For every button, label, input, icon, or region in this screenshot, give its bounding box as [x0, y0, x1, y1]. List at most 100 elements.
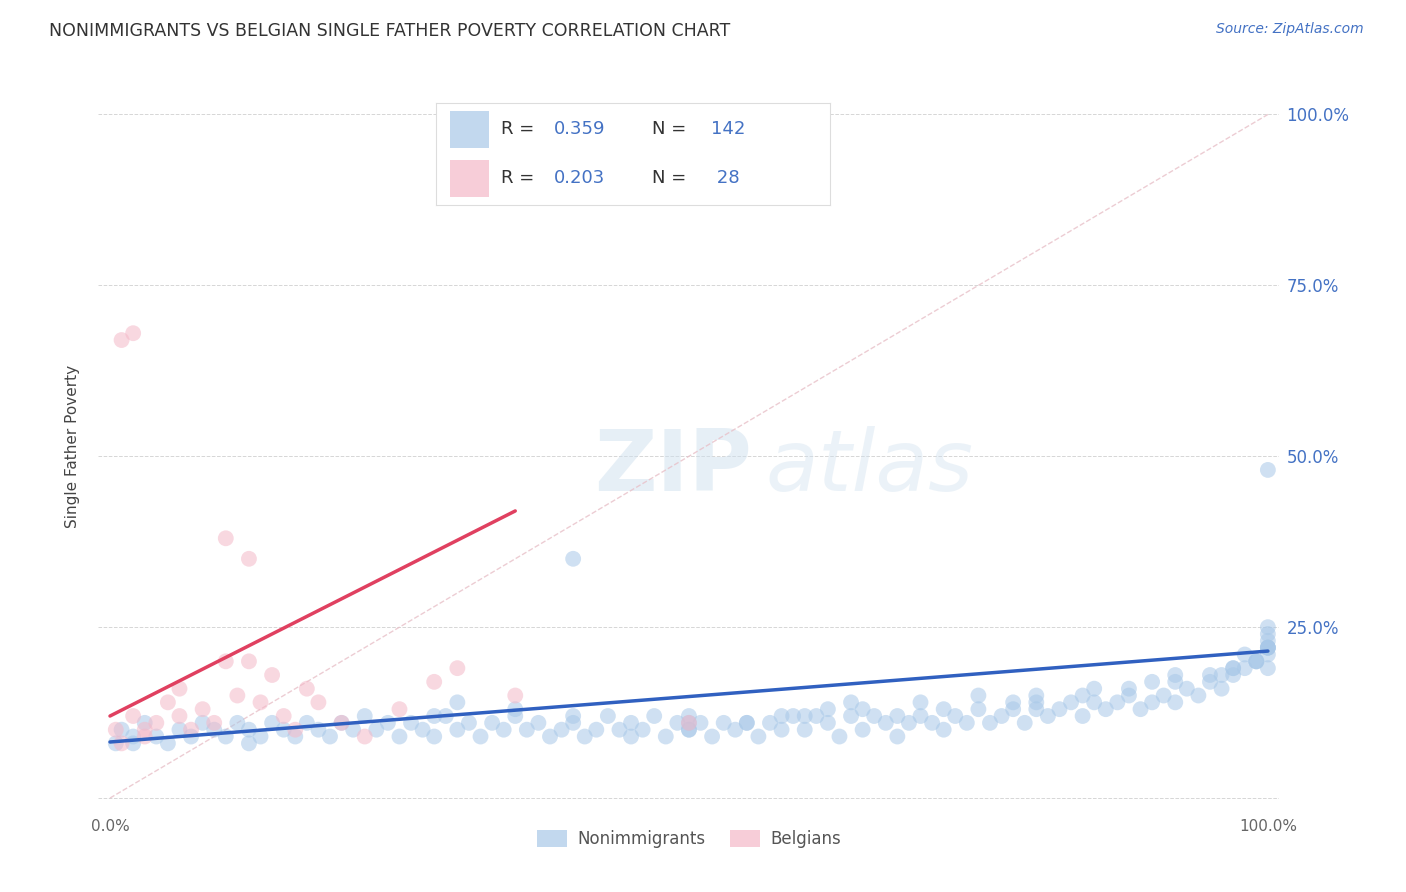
Point: [1257, 633, 1279, 648]
Point: [104, 723, 127, 737]
Text: N =: N =: [652, 169, 692, 187]
Point: [1257, 661, 1279, 675]
Point: [1257, 640, 1279, 655]
Point: [886, 709, 908, 723]
Point: [943, 709, 966, 723]
Point: [284, 723, 307, 737]
Point: [1257, 640, 1279, 655]
Point: [910, 709, 932, 723]
Point: [156, 736, 179, 750]
Point: [470, 730, 492, 744]
FancyBboxPatch shape: [450, 111, 489, 148]
Point: [620, 730, 643, 744]
Point: [284, 730, 307, 744]
Point: [423, 674, 446, 689]
Point: [956, 715, 979, 730]
Point: [215, 730, 238, 744]
Point: [967, 689, 990, 703]
Point: [1025, 695, 1047, 709]
Point: [1164, 674, 1187, 689]
Point: [886, 730, 908, 744]
Point: [446, 661, 468, 675]
Point: [1140, 695, 1163, 709]
Point: [295, 715, 318, 730]
Point: [1071, 709, 1094, 723]
Y-axis label: Single Father Poverty: Single Father Poverty: [65, 365, 80, 527]
Point: [620, 715, 643, 730]
Point: [249, 695, 271, 709]
Point: [366, 723, 388, 737]
Point: [875, 715, 897, 730]
Point: [353, 730, 375, 744]
Point: [678, 723, 700, 737]
Point: [1246, 654, 1268, 668]
Point: [169, 709, 191, 723]
Point: [1094, 702, 1116, 716]
Point: [1107, 695, 1129, 709]
Point: [423, 730, 446, 744]
Point: [180, 723, 202, 737]
Point: [110, 333, 132, 347]
Point: [793, 709, 815, 723]
Point: [202, 723, 225, 737]
Point: [134, 730, 156, 744]
Point: [169, 723, 191, 737]
Point: [735, 715, 758, 730]
Point: [145, 715, 167, 730]
Point: [678, 715, 700, 730]
Point: [1036, 709, 1059, 723]
Point: [1257, 640, 1279, 655]
Point: [967, 702, 990, 716]
Point: [423, 709, 446, 723]
Point: [574, 730, 596, 744]
Point: [516, 723, 538, 737]
Point: [330, 715, 353, 730]
Point: [122, 326, 145, 341]
Point: [1071, 689, 1094, 703]
Point: [388, 730, 411, 744]
Point: [262, 715, 284, 730]
Point: [678, 723, 700, 737]
Point: [238, 654, 260, 668]
Point: [388, 702, 411, 716]
Point: [609, 723, 631, 737]
Text: 0.359: 0.359: [554, 120, 606, 138]
Point: [134, 715, 156, 730]
Point: [307, 695, 329, 709]
Point: [238, 551, 260, 566]
Point: [1257, 627, 1279, 641]
Point: [990, 709, 1012, 723]
Point: [180, 730, 202, 744]
Point: [169, 681, 191, 696]
Point: [1083, 681, 1105, 696]
Point: [1129, 702, 1152, 716]
Point: [262, 668, 284, 682]
Point: [910, 695, 932, 709]
Point: [1222, 661, 1244, 675]
Point: [458, 715, 481, 730]
Point: [238, 723, 260, 737]
Point: [1164, 695, 1187, 709]
Point: [562, 551, 585, 566]
Point: [110, 723, 132, 737]
Point: [863, 709, 886, 723]
Point: [342, 723, 364, 737]
Point: [1175, 681, 1198, 696]
Point: [921, 715, 943, 730]
Point: [307, 723, 329, 737]
Point: [678, 709, 700, 723]
Point: [481, 715, 503, 730]
Point: [156, 695, 179, 709]
Point: [817, 715, 839, 730]
Point: [1222, 668, 1244, 682]
Point: [1199, 674, 1222, 689]
Point: [110, 736, 132, 750]
Point: [122, 736, 145, 750]
Point: [1233, 648, 1256, 662]
Point: [828, 730, 851, 744]
Point: [1002, 695, 1025, 709]
Point: [562, 715, 585, 730]
Point: [596, 709, 619, 723]
Point: [1246, 654, 1268, 668]
Text: N =: N =: [652, 120, 692, 138]
